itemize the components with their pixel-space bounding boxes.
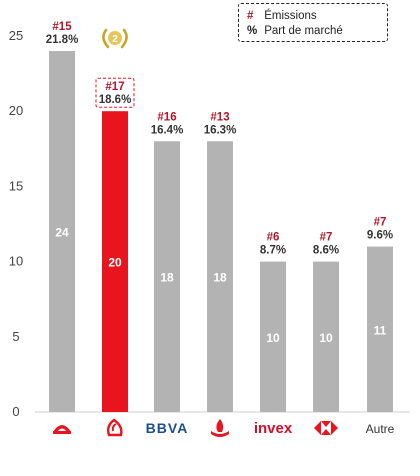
y-tick-label: 10 bbox=[9, 254, 23, 269]
invex-logo-text: invex bbox=[254, 420, 293, 437]
bars bbox=[49, 51, 393, 412]
santander-flame-logo bbox=[106, 418, 123, 437]
market-share-label: 16.4% bbox=[151, 124, 184, 136]
bar bbox=[102, 111, 128, 412]
legend-symbol: # bbox=[247, 10, 254, 22]
legend-label: Part de marché bbox=[264, 25, 343, 37]
issuance-rank-label: #7 bbox=[374, 217, 387, 229]
bar bbox=[207, 141, 233, 412]
y-tick-label: 5 bbox=[12, 329, 19, 344]
santander-logo bbox=[211, 419, 229, 437]
bar bbox=[154, 141, 180, 412]
legend-item-emissions: # Émissions bbox=[247, 9, 379, 24]
market-share-label: 8.6% bbox=[313, 245, 339, 257]
bar-value-label: 11 bbox=[374, 323, 387, 337]
y-tick-label: 0 bbox=[12, 404, 19, 419]
bar-value-label: 20 bbox=[108, 256, 122, 270]
bar bbox=[367, 246, 393, 412]
bar-value-label: 18 bbox=[160, 271, 174, 285]
highlight-label-box bbox=[95, 77, 135, 108]
issuance-rank-label: #16 bbox=[157, 111, 176, 123]
bar-value-label: 18 bbox=[213, 271, 227, 285]
badge-rank: 2 bbox=[112, 34, 118, 45]
market-share-label: 16.3% bbox=[204, 124, 237, 136]
issuance-rank-label: #7 bbox=[320, 232, 333, 244]
x-axis-logos: BBVA invex Autre bbox=[53, 418, 395, 437]
bar bbox=[260, 261, 286, 412]
legend-label: Émissions bbox=[264, 10, 317, 22]
y-tick-label: 25 bbox=[9, 28, 23, 43]
legend-item-market-share: % Part de marché bbox=[247, 24, 379, 39]
bar-value-label: 24 bbox=[55, 226, 69, 240]
bbva-logo-text: BBVA bbox=[146, 420, 189, 436]
y-tick-label: 15 bbox=[9, 178, 23, 193]
bar-value-label: 10 bbox=[266, 331, 280, 345]
bar bbox=[313, 261, 339, 412]
market-share-label: 18.6% bbox=[99, 94, 132, 106]
issuance-rank-label: #17 bbox=[105, 81, 124, 93]
hsbc-logo bbox=[314, 421, 338, 435]
issuance-rank-label: #15 bbox=[52, 21, 72, 33]
bbva-logo: BBVA bbox=[146, 420, 189, 436]
legend-symbol: % bbox=[247, 25, 258, 37]
issuance-rank-label: #6 bbox=[267, 232, 280, 244]
autre-label: Autre bbox=[366, 422, 395, 436]
legend: # Émissions % Part de marché bbox=[238, 3, 388, 42]
issuance-rank-label: #13 bbox=[210, 111, 229, 123]
laurel-badge-icon: 2 bbox=[102, 28, 128, 49]
y-tick-label: 20 bbox=[9, 103, 23, 118]
market-share-label: 21.8% bbox=[46, 34, 79, 46]
market-share-label: 8.7% bbox=[260, 245, 286, 257]
bar-value-label: 10 bbox=[319, 331, 333, 345]
banorte-logo bbox=[53, 425, 71, 434]
market-share-label: 9.6% bbox=[367, 230, 393, 242]
invex-logo: invex bbox=[254, 420, 293, 437]
autre-label-text: Autre bbox=[366, 422, 395, 436]
bar bbox=[49, 51, 75, 412]
